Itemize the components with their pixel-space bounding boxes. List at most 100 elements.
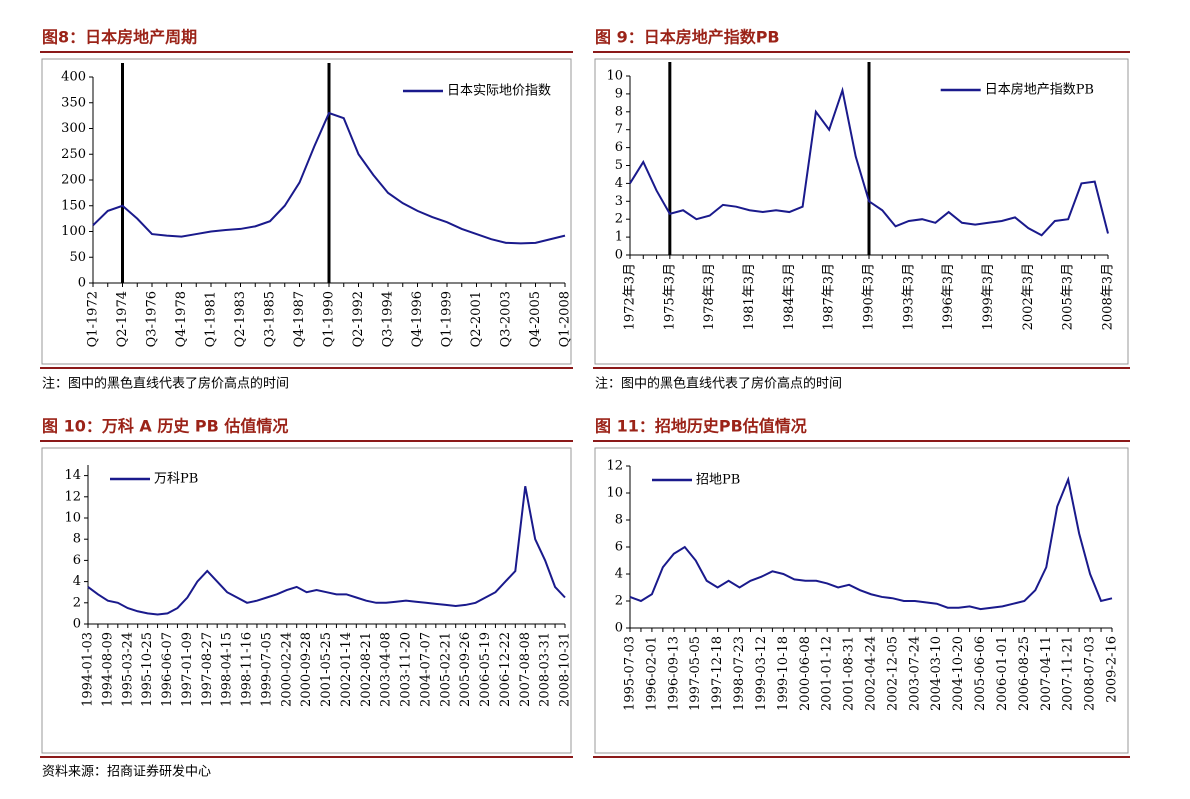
x-tick-label: 2007-04-11 — [1039, 636, 1054, 711]
x-tick-label: 2007-08-08 — [518, 632, 533, 707]
x-tick-label: 1993年3月 — [901, 263, 916, 330]
x-tick-label: 1999-10-18 — [776, 636, 791, 711]
x-tick-label: 2007-11-21 — [1061, 636, 1076, 711]
y-tick-label: 4 — [615, 176, 623, 191]
x-tick-label: 2002年3月 — [1021, 263, 1036, 330]
y-tick-label: 6 — [615, 140, 623, 155]
x-tick-label: 1995-03-24 — [120, 632, 135, 707]
chart-frame — [41, 58, 572, 365]
x-tick-label: 2008-07-03 — [1083, 636, 1098, 711]
x-tick-label: 2006-08-25 — [1017, 636, 1032, 711]
x-tick-label: 1999-07-05 — [259, 632, 274, 707]
x-tick-label: Q3-2003 — [499, 291, 514, 347]
x-tick-label: 2004-03-10 — [929, 636, 944, 711]
x-tick-label: 1994-08-09 — [100, 632, 115, 707]
x-tick-label: Q4-1978 — [174, 291, 189, 347]
x-tick-label: 1984年3月 — [782, 263, 797, 330]
chart-frame — [594, 447, 1129, 754]
x-tick-label: 2006-12-22 — [498, 632, 513, 707]
y-tick-label: 2 — [615, 594, 623, 609]
chart-frame — [594, 58, 1129, 365]
y-tick-label: 5 — [615, 158, 623, 173]
figure-caption: 图8：日本房地产周期 — [42, 28, 197, 47]
x-tick-label: 1997-08-27 — [200, 632, 215, 707]
x-tick-label: 2006-05-19 — [478, 632, 493, 707]
x-tick-label: 2004-07-07 — [418, 632, 433, 707]
x-tick-label: 2003-07-24 — [907, 636, 922, 711]
x-tick-label: 2000-09-28 — [299, 632, 314, 707]
x-tick-label: Q2-1992 — [351, 291, 366, 347]
x-tick-label: Q2-1974 — [115, 291, 130, 347]
y-tick-label: 50 — [69, 250, 86, 265]
figure-note: 注：图中的黑色直线代表了房价高点的时间 — [595, 376, 842, 392]
x-tick-label: 2008-03-31 — [538, 632, 553, 707]
x-tick-label: 2008年3月 — [1101, 263, 1116, 330]
y-tick-label: 6 — [615, 540, 623, 555]
y-tick-label: 150 — [61, 198, 86, 213]
y-tick-label: 0 — [615, 248, 623, 263]
legend-label: 日本房地产指数PB — [985, 82, 1094, 98]
x-tick-label: 2005-09-26 — [458, 632, 473, 707]
y-tick-label: 350 — [61, 95, 86, 110]
x-tick-label: Q4-1987 — [292, 291, 307, 347]
y-tick-label: 9 — [615, 86, 623, 101]
y-tick-label: 10 — [606, 486, 623, 501]
figure-caption: 图 10：万科 A 历史 PB 估值情况 — [42, 417, 288, 436]
x-tick-label: Q1-1990 — [322, 291, 337, 347]
x-tick-label: 2003-04-08 — [379, 632, 394, 707]
y-tick-label: 250 — [61, 147, 86, 162]
y-tick-label: 200 — [61, 173, 86, 188]
legend-label: 日本实际地价指数 — [447, 84, 551, 99]
x-tick-label: 1990年3月 — [862, 263, 877, 330]
data-line — [629, 476, 1113, 611]
y-tick-label: 4 — [73, 574, 81, 589]
x-tick-label: 2002-01-14 — [339, 632, 354, 707]
x-tick-label: 1996-06-07 — [160, 632, 175, 707]
x-tick-label: 2004-10-20 — [951, 636, 966, 711]
x-tick-label: 1998-07-23 — [732, 636, 747, 711]
x-tick-label: 2005-02-21 — [438, 632, 453, 707]
x-tick-label: Q3-1976 — [145, 291, 160, 347]
y-tick-label: 100 — [61, 224, 86, 239]
x-tick-label: 1981年3月 — [742, 263, 757, 330]
y-tick-label: 7 — [615, 122, 623, 137]
y-tick-label: 2 — [615, 212, 623, 227]
x-tick-label: 2002-04-24 — [864, 636, 879, 711]
x-tick-label: Q1-2008 — [558, 291, 573, 347]
y-tick-label: 8 — [615, 104, 623, 119]
x-tick-label: 2005年3月 — [1061, 263, 1076, 330]
figure-note: 注：图中的黑色直线代表了房价高点的时间 — [42, 376, 289, 392]
x-tick-label: 2001-05-25 — [319, 632, 334, 707]
x-tick-label: 1998-04-15 — [220, 632, 235, 707]
data-line — [87, 486, 566, 616]
y-tick-label: 300 — [61, 121, 86, 136]
chart-frame — [41, 447, 572, 754]
x-tick-label: Q2-2001 — [469, 291, 484, 347]
data-line — [92, 111, 566, 245]
y-tick-label: 10 — [606, 69, 623, 84]
x-tick-label: 1996-09-13 — [666, 636, 681, 711]
x-tick-label: 2003-11-20 — [399, 632, 414, 707]
x-tick-label: 1978年3月 — [702, 263, 717, 330]
legend-label: 万科PB — [154, 472, 198, 487]
x-tick-label: 1999-03-12 — [754, 636, 769, 711]
x-tick-label: Q4-1996 — [410, 291, 425, 347]
y-tick-label: 1 — [615, 230, 623, 245]
x-tick-label: 1997-01-09 — [180, 632, 195, 707]
x-tick-label: 2001-01-12 — [820, 636, 835, 711]
x-tick-label: Q4-2005 — [528, 291, 543, 347]
x-tick-label: Q2-1983 — [233, 291, 248, 347]
x-tick-label: 1995-07-03 — [623, 636, 638, 711]
x-tick-label: 1999年3月 — [981, 263, 996, 330]
x-tick-label: 1975年3月 — [662, 263, 677, 330]
y-tick-label: 400 — [61, 70, 86, 85]
y-tick-label: 2 — [73, 595, 81, 610]
x-tick-label: 2001-08-31 — [842, 636, 857, 711]
x-tick-label: 2009-2-16 — [1105, 636, 1120, 703]
x-tick-label: 1997-12-18 — [710, 636, 725, 711]
data-line — [629, 86, 1109, 237]
source-note: 资料来源：招商证券研发中心 — [42, 764, 211, 780]
y-tick-label: 12 — [606, 459, 623, 474]
y-tick-label: 10 — [64, 511, 81, 526]
